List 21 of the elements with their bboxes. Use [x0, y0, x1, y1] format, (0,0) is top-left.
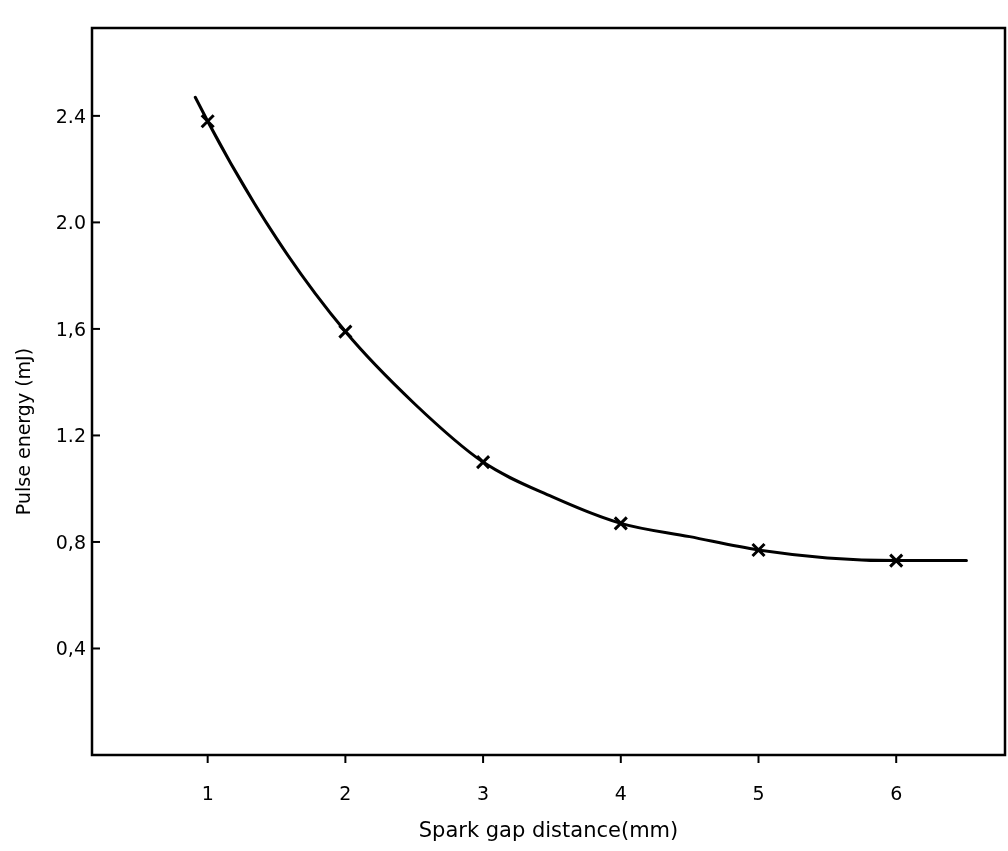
x-tick-label: 1 — [201, 782, 214, 804]
x-tick-label: 4 — [614, 782, 627, 804]
line-series — [193, 95, 968, 563]
x-axis-title: Spark gap distance(mm) — [418, 818, 679, 842]
point — [337, 324, 353, 340]
y-tick-label: 1,6 — [55, 317, 86, 340]
point — [751, 542, 766, 558]
y-tick-label: 1.2 — [55, 424, 86, 447]
point — [888, 553, 904, 569]
x-tick-label: 5 — [752, 782, 765, 804]
point — [475, 454, 491, 470]
point — [200, 113, 216, 129]
x-tick-label: 6 — [890, 782, 903, 804]
x-tick-label: 3 — [477, 782, 490, 804]
y-axis-title: Pulse energy (mJ) — [12, 347, 34, 516]
y-tick-label: 0,4 — [55, 637, 86, 660]
y-tick-label: 0,8 — [55, 530, 86, 553]
x-tick-label: 2 — [339, 782, 352, 804]
y-tick-label: 2.0 — [55, 211, 86, 234]
y-tick-label: 2.4 — [55, 104, 86, 127]
point — [613, 515, 629, 531]
